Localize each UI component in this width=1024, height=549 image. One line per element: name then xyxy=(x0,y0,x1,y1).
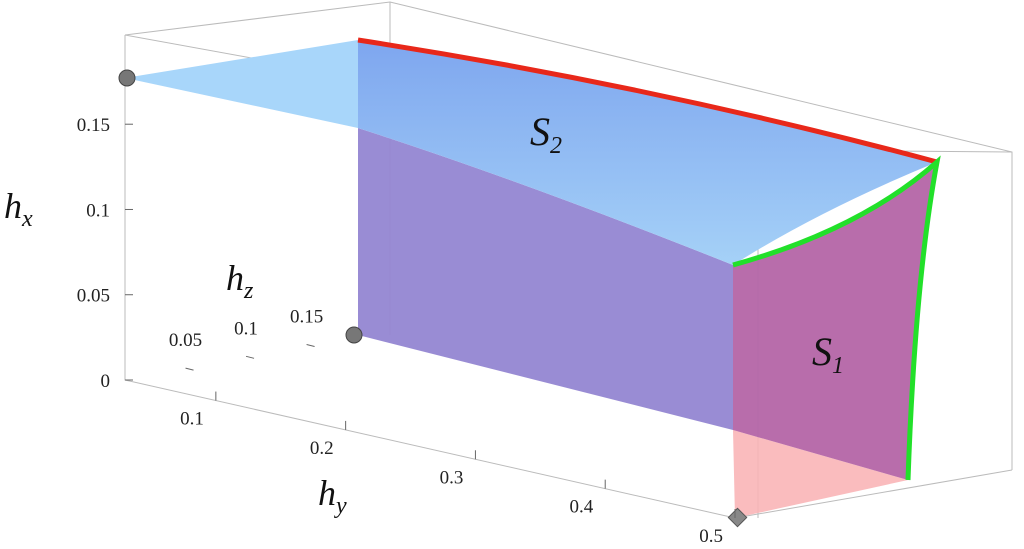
tick-mark xyxy=(185,367,194,371)
flat-top-surface xyxy=(125,40,358,128)
y-tick-label: 0.3 xyxy=(440,467,464,488)
s1-face xyxy=(733,162,937,480)
label-symbol: S xyxy=(812,329,832,374)
label-subscript: y xyxy=(334,493,347,519)
purple-face xyxy=(358,128,733,430)
diamond-marker xyxy=(727,507,748,528)
label-symbol: S xyxy=(530,109,550,154)
label-subscript: 1 xyxy=(832,353,844,379)
x-tick-label: 0 xyxy=(101,371,111,392)
s2-surface xyxy=(358,40,937,265)
x-tick-label: 0.05 xyxy=(77,286,110,307)
label-subscript: z xyxy=(243,278,254,304)
label-subscript: x xyxy=(21,206,33,232)
x-tick-label: 0.15 xyxy=(77,115,110,136)
y-tick-label: 0.2 xyxy=(310,438,334,459)
x-axis-label: hx xyxy=(4,186,33,232)
z-axis-label: hz xyxy=(226,258,254,304)
point-marker xyxy=(118,69,136,87)
green-edge xyxy=(732,155,941,481)
z-tick-label: 0.15 xyxy=(290,306,323,327)
tick-mark xyxy=(306,343,315,347)
point-marker xyxy=(345,326,363,344)
y-tick-label: 0.1 xyxy=(180,409,204,430)
z-tick-label: 0.05 xyxy=(169,330,202,351)
z-tick-label: 0.1 xyxy=(234,318,258,339)
tick-mark xyxy=(245,355,255,359)
label-symbol: h xyxy=(226,258,244,298)
x-tick-label: 0.1 xyxy=(86,200,110,221)
label-symbol: h xyxy=(318,473,336,513)
y-tick-label: 0.5 xyxy=(699,526,723,547)
red-edge xyxy=(357,37,938,165)
label-symbol: h xyxy=(4,186,22,226)
surface-label: S1 xyxy=(812,329,844,379)
lower-pink-face xyxy=(733,430,908,518)
surface-label: S2 xyxy=(530,109,562,159)
label-subscript: 2 xyxy=(550,133,562,159)
y-tick-label: 0.4 xyxy=(569,497,593,518)
y-axis-label: hy xyxy=(318,473,347,519)
